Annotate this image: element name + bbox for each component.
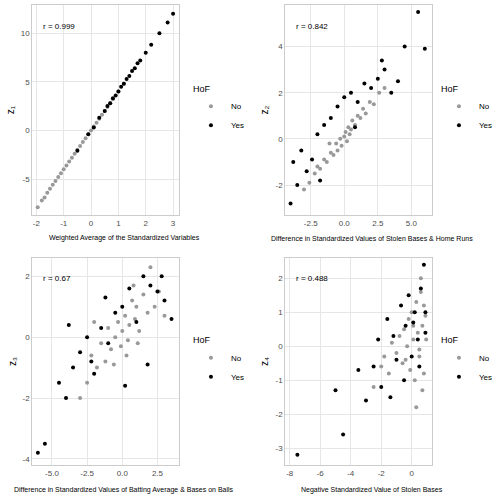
svg-text:5.0: 5.0 (406, 219, 418, 228)
svg-text:z₁: z₁ (5, 105, 16, 114)
svg-text:r = 0.488: r = 0.488 (296, 274, 328, 283)
svg-text:2.5: 2.5 (372, 219, 384, 228)
svg-text:-5.0: -5.0 (45, 469, 59, 478)
svg-text:Difference in Standardized Val: Difference in Standardized Values of Sto… (271, 235, 473, 242)
svg-text:2: 2 (278, 274, 283, 283)
svg-text:2: 2 (278, 88, 283, 97)
svg-text:1: 1 (116, 219, 121, 228)
svg-text:-2: -2 (275, 181, 283, 190)
svg-text:r = 0.67: r = 0.67 (43, 274, 71, 283)
svg-text:Weighted Average of the Standa: Weighted Average of the Standardized Var… (49, 234, 200, 242)
svg-text:HoF: HoF (193, 84, 211, 94)
svg-text:No: No (231, 354, 242, 363)
svg-text:0: 0 (25, 126, 30, 135)
svg-text:No: No (479, 102, 490, 111)
svg-text:Yes: Yes (231, 373, 244, 382)
svg-text:2: 2 (144, 219, 149, 228)
svg-text:0: 0 (278, 135, 283, 144)
svg-text:z₄: z₄ (259, 357, 270, 366)
svg-text:z₃: z₃ (7, 357, 18, 366)
svg-text:-2.5: -2.5 (304, 219, 318, 228)
svg-text:0: 0 (278, 342, 283, 351)
svg-text:Yes: Yes (479, 121, 492, 130)
svg-text:10: 10 (21, 29, 30, 38)
svg-text:2: 2 (25, 272, 30, 281)
svg-text:0.0: 0.0 (339, 219, 351, 228)
svg-text:0: 0 (409, 469, 414, 478)
svg-text:-5: -5 (23, 175, 31, 184)
svg-text:-2: -2 (33, 219, 41, 228)
svg-text:5: 5 (25, 78, 30, 87)
svg-text:z₂: z₂ (259, 105, 270, 114)
svg-text:0: 0 (89, 219, 94, 228)
svg-text:-1: -1 (60, 219, 68, 228)
svg-text:-4: -4 (347, 469, 355, 478)
svg-text:Negative Standardized Value of: Negative Standardized Value of Stolen Ba… (301, 486, 443, 494)
svg-text:3: 3 (171, 219, 176, 228)
svg-text:-3: -3 (275, 444, 283, 453)
svg-text:-2: -2 (378, 469, 386, 478)
svg-text:-2.5: -2.5 (80, 469, 94, 478)
svg-text:No: No (231, 102, 242, 111)
svg-text:HoF: HoF (441, 335, 459, 345)
svg-text:HoF: HoF (193, 335, 211, 345)
svg-text:-2: -2 (275, 410, 283, 419)
svg-text:1: 1 (278, 308, 283, 317)
svg-text:r = 0.842: r = 0.842 (296, 22, 328, 31)
svg-text:-4: -4 (23, 455, 31, 464)
svg-text:-1: -1 (275, 376, 283, 385)
svg-text:0: 0 (25, 333, 30, 342)
svg-text:4: 4 (278, 42, 283, 51)
svg-text:-8: -8 (286, 469, 294, 478)
svg-text:-2: -2 (23, 394, 31, 403)
svg-text:HoF: HoF (441, 84, 459, 94)
svg-text:r = 0.999: r = 0.999 (43, 22, 75, 31)
svg-text:Yes: Yes (231, 121, 244, 130)
svg-text:Yes: Yes (479, 373, 492, 382)
svg-text:Difference in Standardized Val: Difference in Standardized Values of Bat… (14, 486, 234, 494)
svg-text:2.5: 2.5 (152, 469, 164, 478)
svg-text:-6: -6 (317, 469, 325, 478)
svg-text:No: No (479, 354, 490, 363)
svg-text:0.0: 0.0 (117, 469, 129, 478)
